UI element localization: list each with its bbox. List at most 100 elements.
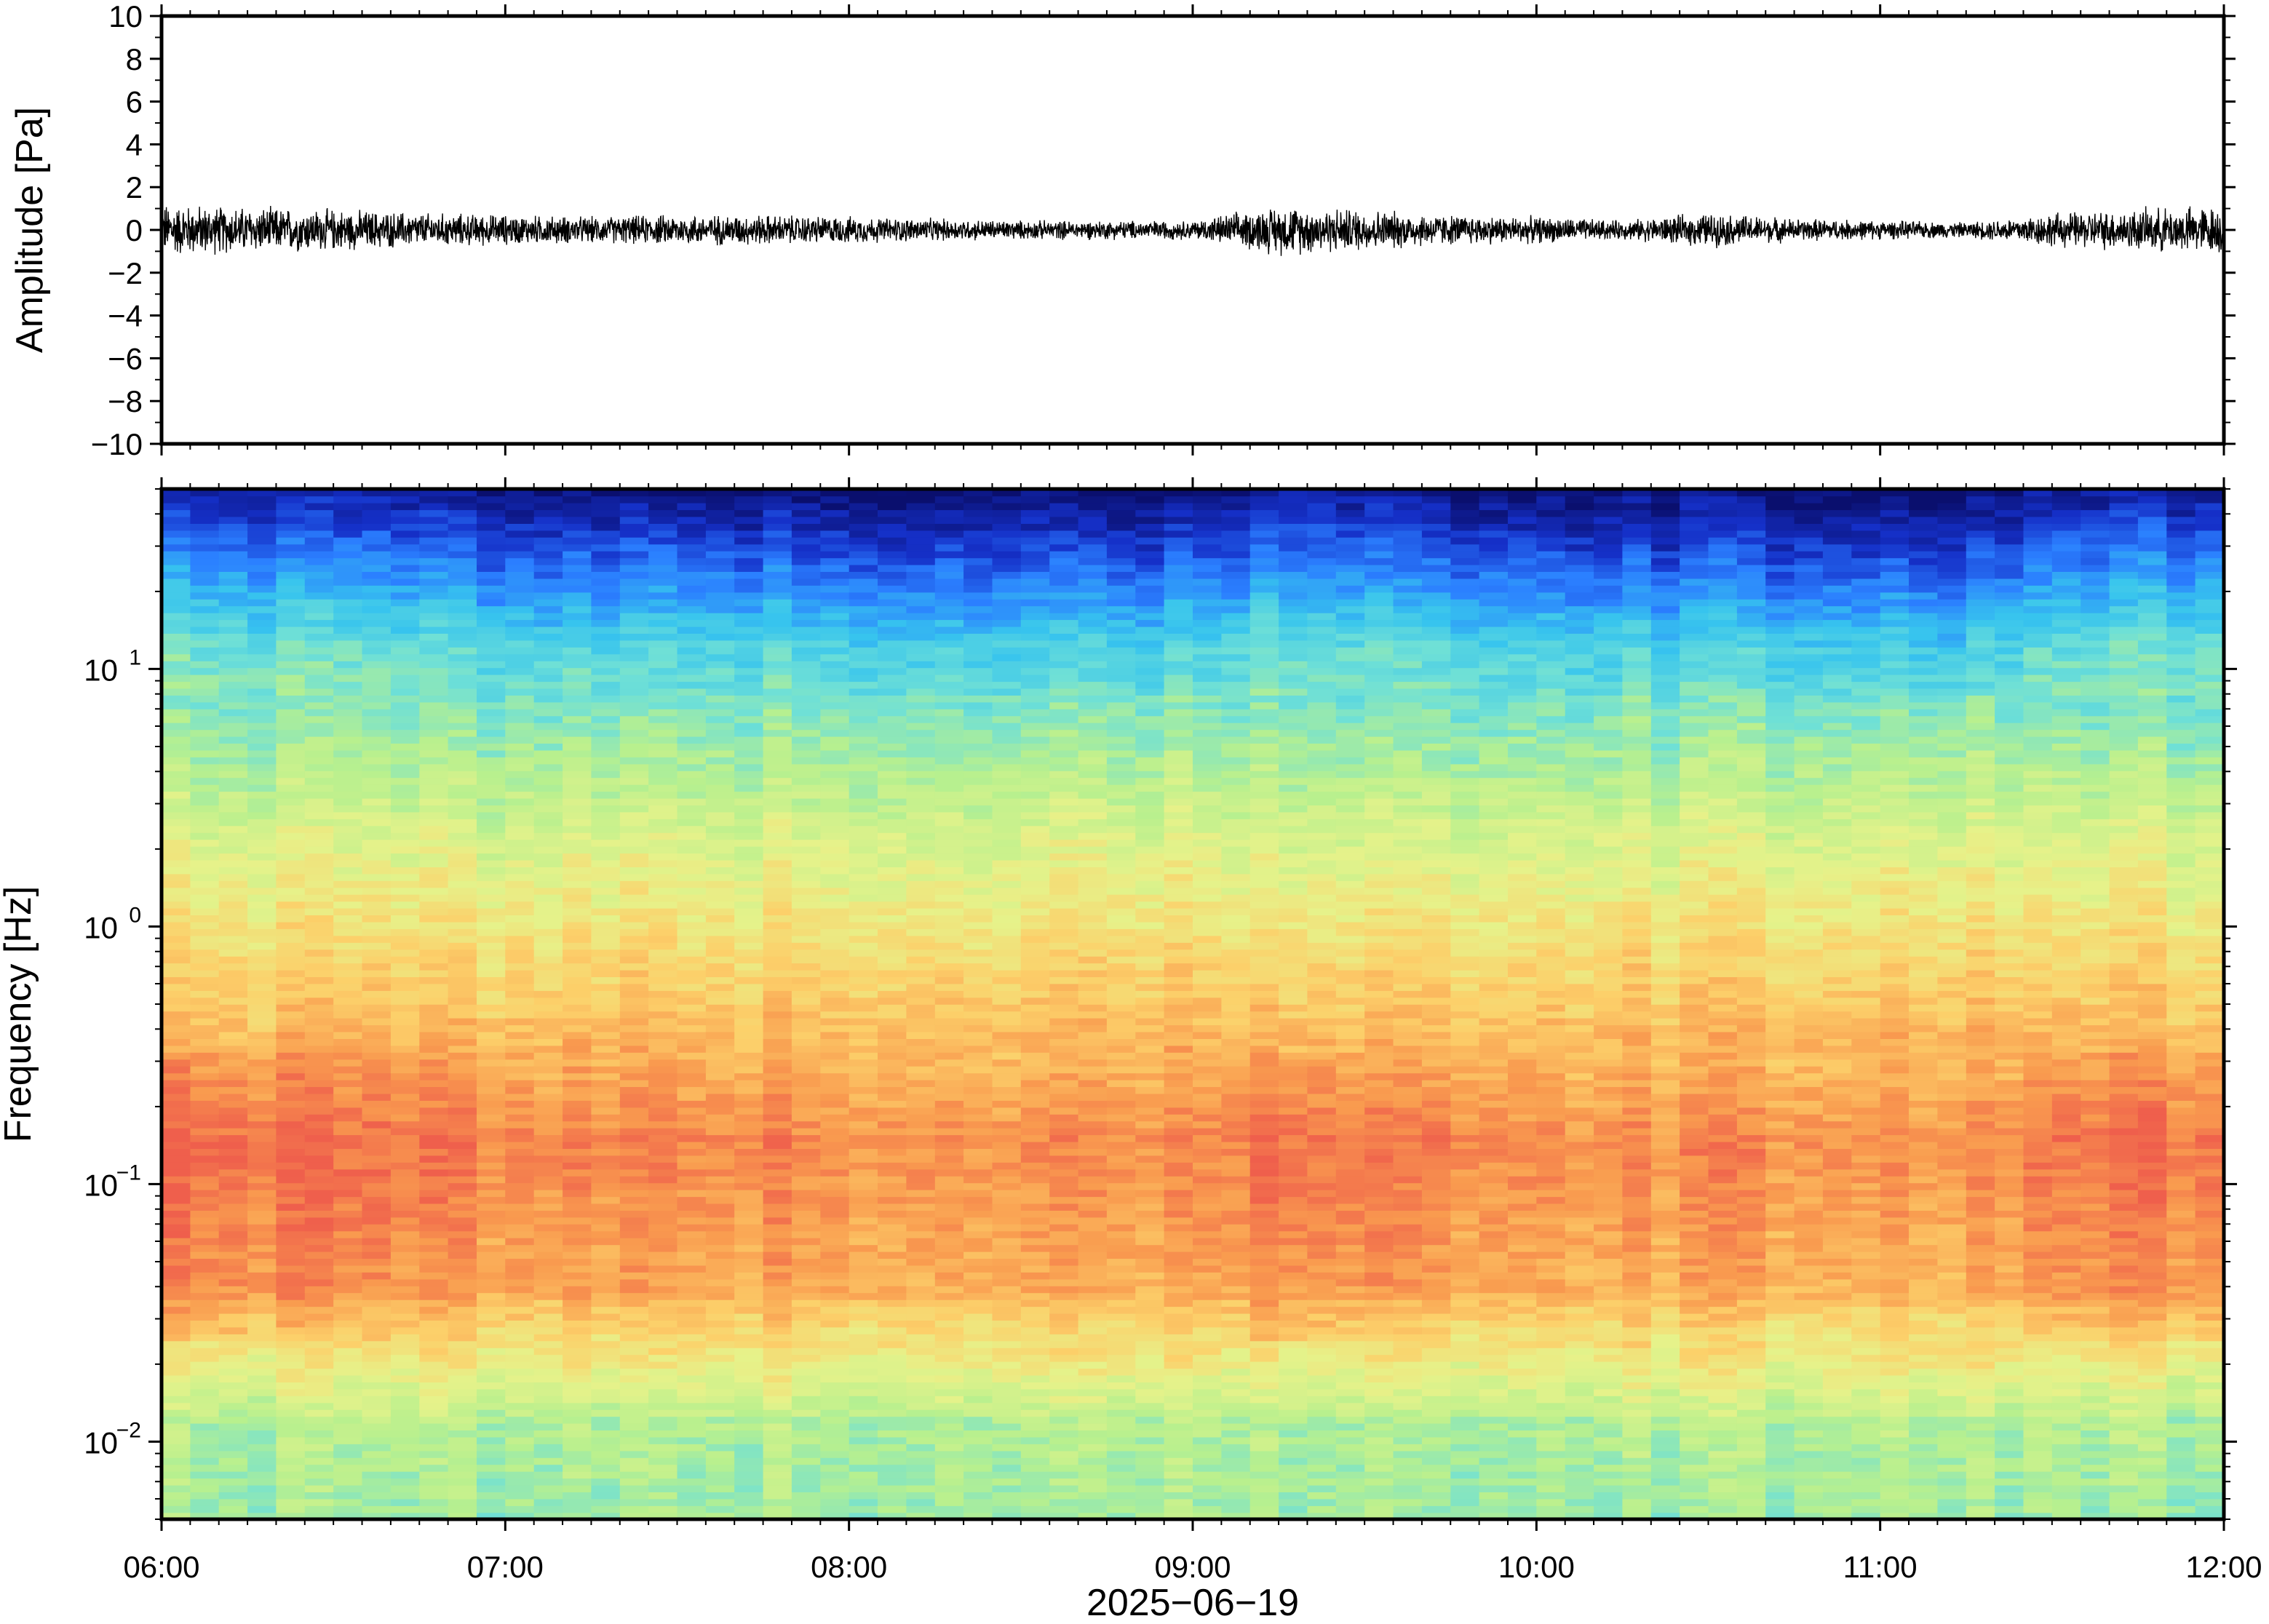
spectrogram-cell (705, 976, 736, 984)
spectrogram-cell (906, 1086, 936, 1094)
spectrogram-cell (276, 1278, 306, 1286)
spectrogram-cell (276, 1148, 306, 1156)
spectrogram-cell (419, 1505, 449, 1513)
spectrogram-cell (162, 502, 191, 511)
spectrogram-cell (734, 1313, 764, 1321)
spectrogram-cell (705, 1265, 736, 1273)
spectrogram-cell (648, 1066, 678, 1074)
spectrogram-cell (218, 626, 248, 634)
spectrogram-cell (849, 1155, 878, 1163)
spectrogram-cell (419, 1498, 449, 1506)
spectrogram-cell (591, 976, 621, 984)
spectrogram-cell (791, 1086, 822, 1094)
spectrogram-cell (906, 1182, 936, 1190)
spectrogram-cell (763, 578, 792, 586)
spectrogram-cell (533, 1127, 563, 1136)
spectrogram-cell (533, 805, 563, 813)
spectrogram-cell (934, 997, 964, 1005)
spectrogram-cell (162, 1396, 191, 1404)
spectrogram-cell (648, 1457, 678, 1465)
spectrogram-cell (505, 530, 535, 538)
spectrogram-cell (362, 723, 392, 731)
spectrogram-cell (734, 605, 764, 613)
spectrogram-cell (333, 1450, 363, 1458)
spectrogram-cell (247, 495, 277, 503)
spectrogram-cell (677, 763, 707, 771)
spectrogram-cell (477, 1045, 506, 1053)
spectrogram-cell (362, 1361, 392, 1369)
spectrogram-cell (448, 1396, 477, 1404)
spectrogram-cell (477, 1203, 506, 1211)
spectrogram-cell (763, 949, 792, 957)
spectrogram-cell (878, 1238, 907, 1246)
spectrogram-cell (448, 990, 477, 998)
spectrogram-cell (419, 1512, 449, 1519)
spectrogram-cell (162, 1203, 191, 1211)
spectrogram-cell (533, 1107, 563, 1115)
spectrogram-cell (992, 1004, 1022, 1012)
spectrogram-cell (218, 1292, 248, 1300)
spectrogram-cell (1049, 564, 1079, 572)
spectrogram-cell (906, 1505, 936, 1513)
spectrogram-cell (963, 1244, 993, 1252)
spectrogram-cell (906, 1272, 936, 1280)
spectrogram-cell (992, 633, 1022, 641)
spectrogram-cell (333, 1182, 363, 1190)
spectrogram-cell (791, 1388, 822, 1396)
spectrogram-cell (648, 1238, 678, 1246)
spectrogram-cell (419, 495, 449, 503)
spectrogram-cell (791, 887, 822, 895)
spectrogram-cell (619, 661, 649, 669)
spectrogram-cell (505, 1121, 535, 1129)
spectrogram-cell (992, 1134, 1022, 1142)
spectrogram-cell (276, 1464, 306, 1472)
spectrogram-cell (992, 729, 1022, 737)
spectrogram-cell (734, 1272, 764, 1280)
spectrogram-cell (677, 1079, 707, 1087)
spectrogram-cell (419, 599, 449, 607)
spectrogram-cell (878, 915, 907, 923)
spectrogram-cell (390, 1348, 421, 1356)
spectrogram-cell (1020, 949, 1050, 957)
spectrogram-cell (763, 1224, 792, 1232)
spectrogram-cell (390, 976, 421, 984)
spectrogram-cell (218, 619, 248, 627)
spectrogram-cell (563, 1484, 592, 1492)
spectrogram-cell (591, 805, 621, 813)
spectrogram-cell (218, 1155, 248, 1163)
spectrogram-cell (390, 997, 421, 1005)
spectrogram-cell (1020, 935, 1050, 943)
spectrogram-cell (1020, 1093, 1050, 1101)
spectrogram-cell (677, 1388, 707, 1396)
spectrogram-cell (563, 578, 592, 586)
spectrogram-panel: 10 110 010−110−2 06:00 07:00 08:00 09:00 10:00… (0, 477, 2262, 1624)
spectrogram-cell (304, 921, 334, 929)
spectrogram-cell (705, 853, 736, 861)
spectrogram-cell (878, 681, 907, 689)
spectrogram-cell (533, 1422, 563, 1430)
spectrogram-cell (190, 997, 220, 1005)
spectrogram-cell (505, 777, 535, 785)
spectrogram-cell (591, 1052, 621, 1060)
spectrogram-cell (906, 1011, 936, 1019)
spectrogram-cell (190, 1374, 220, 1382)
spectrogram-cell (648, 633, 678, 641)
spectrogram-cell (591, 1340, 621, 1348)
spectrogram-cell (820, 1402, 850, 1410)
spectrogram-cell (763, 928, 792, 936)
spectrogram-cell (820, 1141, 850, 1149)
spectrogram-cell (218, 1492, 248, 1500)
spectrogram-cell (619, 1292, 649, 1300)
spectrogram-cell (247, 1340, 277, 1348)
spectrogram-cell (934, 1141, 964, 1149)
spectrogram-cell (333, 1265, 363, 1273)
spectrogram-cell (1020, 1210, 1050, 1218)
spectrogram-cell (734, 1334, 764, 1342)
spectrogram-cell (849, 1278, 878, 1286)
spectrogram-cell (533, 791, 563, 799)
spectrogram-cell (390, 791, 421, 799)
spectrogram-cell (934, 859, 964, 867)
spectrogram-cell (304, 853, 334, 861)
spectrogram-cell (190, 1141, 220, 1149)
spectrogram-cell (1020, 571, 1050, 579)
